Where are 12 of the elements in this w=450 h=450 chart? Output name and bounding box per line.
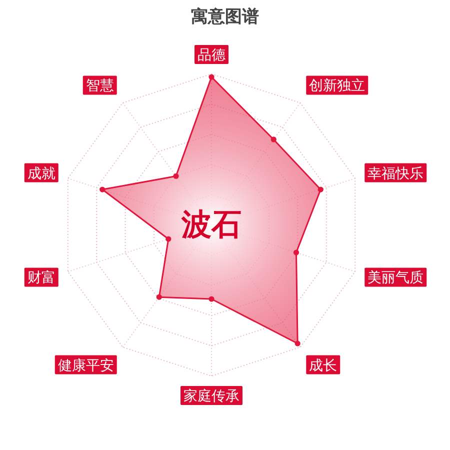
category-label: 成长 (309, 358, 338, 374)
category-label: 品德 (198, 48, 226, 64)
category-label: 财富 (27, 270, 56, 286)
title: 寓意图谱 (191, 7, 259, 27)
category-label: 健康平安 (58, 358, 114, 374)
category-label: 成就 (27, 166, 56, 182)
category-label: 美丽气质 (368, 270, 424, 286)
category-label: 智慧 (86, 78, 114, 94)
category-label: 家庭传承 (184, 388, 240, 404)
annotation: 波石 (182, 208, 242, 242)
category-label: 创新独立 (309, 78, 366, 94)
category-label: 幸福快乐 (368, 166, 424, 182)
